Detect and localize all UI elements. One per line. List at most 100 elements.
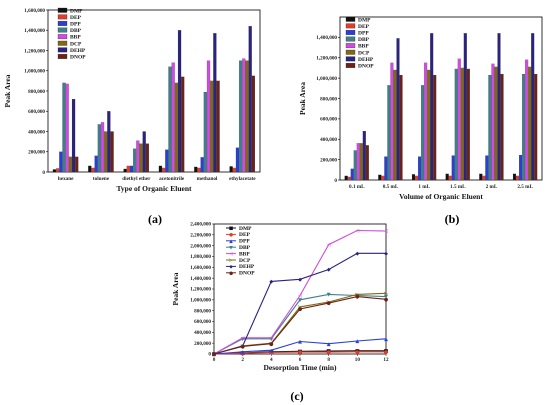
bar-dbp: [454, 68, 458, 181]
bar-dbp: [97, 124, 101, 173]
y-axis-label: Peak Area: [3, 74, 12, 107]
point-marker-dnop: ●: [298, 307, 303, 313]
point-marker-dep: ●: [212, 352, 217, 358]
panel-label-c: (c): [290, 389, 303, 403]
bar-dnop: [466, 68, 470, 181]
bar-dcp: [245, 60, 249, 173]
bar-bbp: [206, 60, 211, 173]
legend-label-dpp: DPP: [239, 239, 250, 245]
y-tick-label: 2,400,000: [190, 222, 211, 228]
panel-label-b: (b): [445, 212, 460, 226]
bar-dmp: [229, 166, 233, 173]
legend-label-dehp: DEHP: [239, 264, 255, 270]
point-marker-dbp: ▼: [241, 336, 245, 342]
y-tick-label: 1,200,000: [190, 287, 211, 293]
bar-dehp: [362, 131, 366, 181]
x-tick-label: diethyl ether: [122, 176, 151, 182]
legend-swatch-dbp: [57, 27, 68, 33]
bar-dpp: [451, 155, 455, 181]
y-tick-label: 400,000: [194, 330, 211, 336]
bar-bbp: [390, 62, 394, 181]
legend-label-dnop: DNOP: [70, 55, 86, 61]
bar-dpp: [384, 156, 388, 181]
legend-label-dnop: DNOP: [239, 271, 255, 277]
bar-bbp: [491, 63, 495, 181]
bar-dmp: [445, 173, 449, 181]
point-marker-dpp: ▲: [212, 352, 216, 358]
x-tick-label: acetonitrile: [159, 176, 185, 182]
bar-dpp: [235, 147, 240, 173]
bar-dmp: [194, 166, 198, 173]
legend-marker-dnop: ●: [229, 271, 233, 276]
point-marker-dep: ●: [355, 349, 360, 355]
bar-dehp: [430, 33, 434, 181]
bar-dbp: [203, 91, 207, 173]
x-tick-label: 1.5 mL: [450, 184, 466, 190]
point-marker-dbp: ▼: [384, 294, 388, 300]
y-tick-label: 200,000: [320, 157, 337, 163]
bar-dnop: [181, 76, 185, 173]
bar-dmp: [88, 165, 92, 173]
bar-dehp: [71, 99, 76, 173]
bar-dep: [381, 175, 385, 181]
bar-dep: [482, 175, 486, 181]
point-marker-dnop: ●: [212, 352, 217, 358]
bar-dnop: [216, 80, 220, 173]
legend-marker-dmp: ■: [229, 227, 233, 232]
legend-label-bbp: BBP: [70, 35, 81, 41]
y-tick-label: 1,000,000: [24, 69, 45, 75]
legend-swatch-dep: [345, 23, 356, 29]
y-tick-label: 800,000: [320, 96, 337, 102]
bar-dpp: [350, 168, 354, 181]
bar-dep: [448, 175, 452, 181]
legend-swatch-dnop: [345, 63, 356, 68]
y-tick-label: 1,600,000: [190, 265, 211, 271]
point-marker-dnop: ●: [269, 341, 274, 347]
bar-dcp: [427, 69, 431, 181]
bar-dcp: [528, 66, 532, 181]
bar-dehp: [107, 111, 111, 173]
legend-label-dmp: DMP: [70, 8, 83, 14]
legend-label-dbp: DBP: [358, 37, 370, 43]
y-tick-label: 1,400,000: [316, 35, 337, 41]
bar-dmp: [158, 165, 163, 173]
point-marker-dnop: ●: [240, 344, 245, 350]
y-tick-label: 0: [334, 178, 337, 184]
y-tick-label: 200,000: [28, 150, 45, 156]
series-line-dep: [213, 351, 386, 355]
bar-dcp: [104, 131, 108, 173]
bar-dehp: [463, 33, 467, 181]
y-tick-label: 400,000: [320, 137, 337, 143]
point-marker-dnop: ●: [355, 294, 360, 300]
legend-swatch-dnop: [57, 54, 68, 59]
bar-dep: [516, 175, 520, 181]
bar-dbp: [353, 150, 357, 181]
bar-bbp: [424, 62, 428, 181]
y-tick-label: 800,000: [194, 308, 211, 314]
y-tick-label: 1,400,000: [24, 28, 45, 34]
bar-dpp: [129, 165, 134, 173]
bar-dpp: [485, 155, 489, 181]
bar-dep: [162, 167, 166, 173]
x-tick-label: 2: [241, 357, 244, 363]
x-tick-label: methanol: [197, 176, 218, 182]
bar-dbp: [133, 148, 137, 173]
bar-bbp: [356, 143, 360, 181]
panel-c-chart: 0 200,000 400,000 600,000 800,000 1,000,000 1,…: [171, 222, 389, 372]
x-tick-label: 2 mL: [486, 184, 498, 190]
point-marker-dmp: ■: [212, 352, 217, 358]
legend-label-dep: DEP: [239, 232, 251, 238]
y-tick-label: 1,200,000: [24, 48, 45, 54]
legend-label-dcp: DCP: [239, 258, 251, 264]
x-axis-label: Desorption Time (min): [263, 363, 337, 372]
legend-marker-dcp: ▷: [229, 259, 233, 264]
bar-dmp: [123, 168, 127, 173]
legend-swatch-dpp: [57, 21, 68, 26]
legend-swatch-dcp: [57, 40, 68, 46]
bar-dcp: [68, 156, 72, 173]
y-tick-label: 0: [208, 352, 211, 358]
series-line-dpp: [213, 338, 387, 355]
point-marker-bbp: ◁: [241, 335, 245, 341]
panel-a-chart: 0 200,000 400,000 600,000 800,000 1,000,000 1,…: [3, 8, 261, 193]
y-tick-label: 600,000: [194, 319, 211, 325]
